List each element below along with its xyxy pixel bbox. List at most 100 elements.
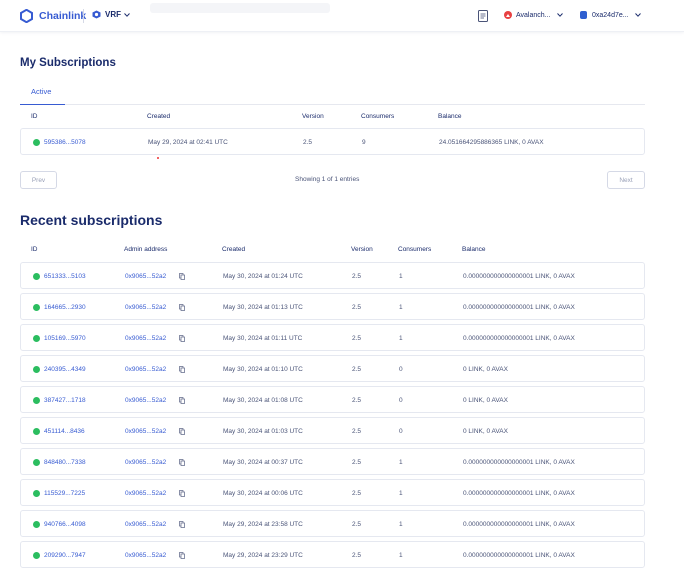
account-label: 0xa24d7e... <box>592 11 629 19</box>
admin-address-link[interactable]: 0x9065...52a2 <box>125 397 167 404</box>
admin-address-link[interactable]: 0x9065...52a2 <box>125 552 167 559</box>
network-selector[interactable]: Avalanch... <box>504 11 563 19</box>
table-row[interactable]: 651333...5103 0x9065...52a2 May 30, 2024 a… <box>20 262 645 289</box>
status-dot-icon <box>33 552 40 559</box>
consumers-cell: 1 <box>399 490 403 497</box>
consumers-cell: 1 <box>399 552 403 559</box>
admin-address-link[interactable]: 0x9065...52a2 <box>125 304 167 311</box>
next-button[interactable]: Next <box>607 171 645 189</box>
account-selector[interactable]: 0xa24d7e... <box>580 11 641 19</box>
red-marker <box>157 157 159 159</box>
admin-address-link[interactable]: 0x9065...52a2 <box>125 490 167 497</box>
avalanche-icon <box>504 11 512 19</box>
version-cell: 2.5 <box>352 490 362 497</box>
balance-cell: 0.000000000000000001 LINK, 0 AVAX <box>463 459 575 466</box>
subscription-id-link[interactable]: 115529...7225 <box>44 490 86 497</box>
table-row[interactable]: 164665...2930 0x9065...52a2 May 30, 2024 a… <box>20 293 645 320</box>
recent-subscriptions-title: Recent subscriptions <box>20 212 163 228</box>
table-row[interactable]: 451114...8436 0x9065...52a2 May 30, 2024 a… <box>20 417 645 444</box>
balance-cell: 0 LINK, 0 AVAX <box>463 397 508 404</box>
tab-active-underline <box>20 104 65 105</box>
created-cell: May 30, 2024 at 01:08 UTC <box>223 397 303 404</box>
created-cell: May 30, 2024 at 01:03 UTC <box>223 428 303 435</box>
copy-icon[interactable] <box>179 490 185 497</box>
subscription-id-link[interactable]: 105169...5970 <box>44 335 86 342</box>
status-dot-icon <box>33 490 40 497</box>
version-cell: 2.5 <box>352 304 362 311</box>
subscription-id-link[interactable]: 164665...2930 <box>44 304 86 311</box>
version-cell: 2.5 <box>352 428 362 435</box>
chevron-down-icon <box>556 13 563 17</box>
consumers-cell: 1 <box>399 273 403 280</box>
wallet-icon <box>580 11 587 19</box>
created-cell: May 30, 2024 at 01:13 UTC <box>223 304 303 311</box>
copy-icon[interactable] <box>179 459 185 466</box>
copy-icon[interactable] <box>179 304 185 311</box>
consumers-cell: 1 <box>399 335 403 342</box>
status-dot-icon <box>33 304 40 311</box>
admin-address-link[interactable]: 0x9065...52a2 <box>125 459 167 466</box>
copy-icon[interactable] <box>179 366 185 373</box>
chainlink-logo-icon <box>20 9 33 23</box>
admin-address-link[interactable]: 0x9065...52a2 <box>125 521 167 528</box>
subscription-id-link[interactable]: 387427...1718 <box>44 397 86 404</box>
copy-icon[interactable] <box>179 428 185 435</box>
balance-cell: 0.000000000000000001 LINK, 0 AVAX <box>463 490 575 497</box>
created-cell: May 29, 2024 at 23:58 UTC <box>223 521 303 528</box>
copy-icon[interactable] <box>179 397 185 404</box>
table-row[interactable]: 848480...7338 0x9065...52a2 May 30, 2024 a… <box>20 448 645 475</box>
column-header-balance: Balance <box>438 113 462 120</box>
table-row[interactable]: 595386...5078 May 29, 2024 at 02:41 UTC … <box>20 128 645 155</box>
subscription-id-link[interactable]: 209290...7947 <box>44 552 86 559</box>
created-cell: May 29, 2024 at 02:41 UTC <box>148 139 228 146</box>
column-header-id: ID <box>31 246 38 253</box>
my-subscriptions-title: My Subscriptions <box>20 57 116 69</box>
tab-active[interactable]: Active <box>31 87 52 96</box>
column-header-version: Version <box>351 246 373 253</box>
brand-home-link[interactable]: Chainlink <box>20 9 86 23</box>
table-row[interactable]: 240395...4349 0x9065...52a2 May 30, 2024 a… <box>20 355 645 382</box>
document-icon[interactable] <box>478 10 488 22</box>
balance-cell: 0 LINK, 0 AVAX <box>463 428 508 435</box>
subscription-id-link[interactable]: 240395...4349 <box>44 366 86 373</box>
copy-icon[interactable] <box>179 552 185 559</box>
version-cell: 2.5 <box>352 273 362 280</box>
consumers-cell: 9 <box>362 139 366 146</box>
subscription-id-link[interactable]: 451114...8436 <box>44 428 85 435</box>
consumers-cell: 1 <box>399 304 403 311</box>
admin-address-link[interactable]: 0x9065...52a2 <box>125 428 167 435</box>
product-selector[interactable]: VRF <box>92 10 130 19</box>
balance-cell: 0.000000000000000001 LINK, 0 AVAX <box>463 335 575 342</box>
chevron-down-icon <box>124 12 130 17</box>
column-header-id: ID <box>31 113 38 120</box>
table-row[interactable]: 105169...5970 0x9065...52a2 May 30, 2024 a… <box>20 324 645 351</box>
created-cell: May 30, 2024 at 01:24 UTC <box>223 273 303 280</box>
subscription-id-link[interactable]: 651333...5103 <box>44 273 86 280</box>
column-header-created: Created <box>222 246 246 253</box>
admin-address-link[interactable]: 0x9065...52a2 <box>125 335 167 342</box>
consumers-cell: 0 <box>399 397 403 404</box>
table-row[interactable]: 209290...7947 0x9065...52a2 May 29, 2024 a… <box>20 541 645 568</box>
admin-address-link[interactable]: 0x9065...52a2 <box>125 366 167 373</box>
consumers-cell: 0 <box>399 366 403 373</box>
subscription-id-link[interactable]: 940766...4098 <box>44 521 86 528</box>
table-row[interactable]: 940766...4098 0x9065...52a2 May 29, 2024 a… <box>20 510 645 537</box>
header-divider <box>83 9 84 23</box>
column-header-created: Created <box>147 113 171 120</box>
column-header-version: Version <box>302 113 324 120</box>
subscription-id-link[interactable]: 848480...7338 <box>44 459 86 466</box>
column-header-admin-address: Admin address <box>124 246 168 253</box>
status-dot-icon <box>33 335 40 342</box>
copy-icon[interactable] <box>179 521 185 528</box>
prev-button[interactable]: Prev <box>20 171 57 189</box>
copy-icon[interactable] <box>179 273 185 280</box>
balance-cell: 0 LINK, 0 AVAX <box>463 366 508 373</box>
chevron-down-icon <box>634 13 641 17</box>
admin-address-link[interactable]: 0x9065...52a2 <box>125 273 167 280</box>
copy-icon[interactable] <box>179 335 185 342</box>
consumers-cell: 1 <box>399 459 403 466</box>
table-row[interactable]: 115529...7225 0x9065...52a2 May 30, 2024 a… <box>20 479 645 506</box>
subscription-id-link[interactable]: 595386...5078 <box>44 139 86 146</box>
created-cell: May 30, 2024 at 01:10 UTC <box>223 366 303 373</box>
table-row[interactable]: 387427...1718 0x9065...52a2 May 30, 2024 a… <box>20 386 645 413</box>
